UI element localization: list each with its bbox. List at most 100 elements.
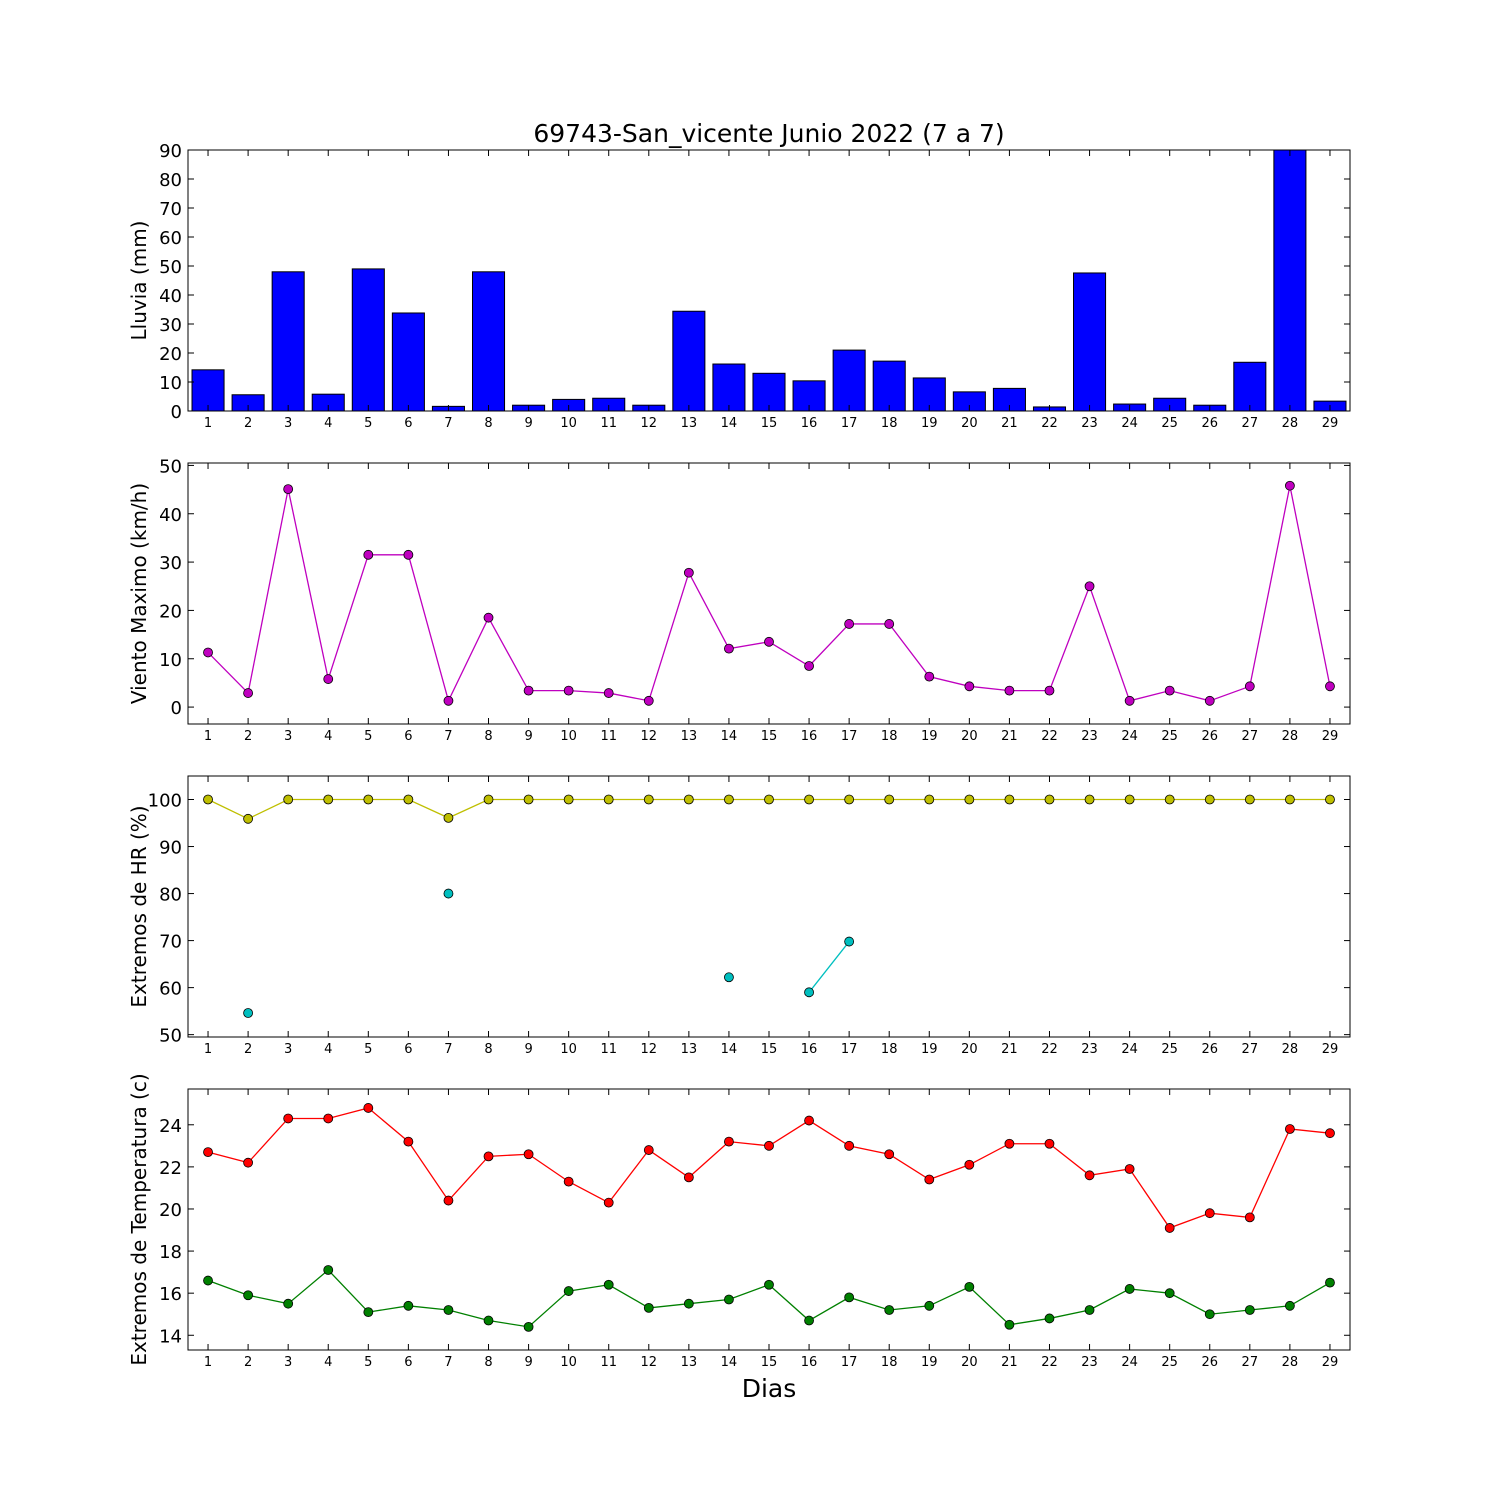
humidity-xtick-label: 20 [961,1042,978,1057]
temperature-data-point [323,1113,334,1124]
humidity-data-point [964,794,975,805]
humidity-data-point [483,794,494,805]
humidity-xtick-label: 13 [681,1042,698,1057]
wind-xtick-label: 22 [1041,729,1058,744]
wind-data-point [964,681,975,692]
humidity-xtick-label: 17 [841,1042,858,1057]
humidity-xtick-label: 5 [364,1042,372,1057]
wind-xtick-label: 11 [600,729,617,744]
temperature-data-point [1285,1124,1295,1134]
temperature-series-line [207,1107,1331,1229]
humidity-ytick-label: 100 [148,791,182,812]
wind-data-point [1044,685,1055,696]
temperature-data-point [1124,1164,1135,1174]
wind-data-point [363,549,374,560]
temperature-data-point [563,1286,574,1296]
temperature-data-point [403,1300,414,1311]
rain-ytick-label: 20 [159,344,182,365]
temperature-data-point [804,1315,814,1326]
wind-data-point [1244,681,1255,692]
temperature-data-point [924,1300,935,1311]
wind-data-point [844,619,855,629]
rain-xtick-label: 6 [404,416,412,431]
humidity-data-point [603,794,614,805]
wind-data-point [283,484,294,495]
temperature-data-point [643,1303,654,1313]
temperature-data-point [1325,1277,1335,1288]
temperature-data-point [283,1298,294,1309]
temperature-xtick-label: 12 [641,1355,658,1370]
wind-xtick-label: 17 [841,729,858,744]
wind-data-point [203,647,213,658]
rain-ytick-label: 90 [159,141,182,162]
rain-xtick-label: 1 [204,416,212,431]
rain-xtick-label: 7 [444,416,452,431]
rain-xtick-label: 2 [244,416,252,431]
rain-xtick-label: 25 [1161,416,1178,431]
wind-data-point [764,636,774,647]
temperature-data-point [884,1305,895,1315]
rain-ytick-label: 60 [159,228,182,249]
temperature-plot-area [207,1107,1331,1328]
temperature-xtick-label: 5 [364,1355,372,1370]
rain-bar [471,271,506,411]
temperature-xtick-label: 14 [721,1355,738,1370]
chart-title: 69743-San_vicente Junio 2022 (7 a 7) [533,119,1004,148]
wind-data-point [924,671,935,682]
wind-xtick-label: 10 [560,729,577,744]
temperature-data-point [804,1115,814,1126]
temperature-ytick-label: 20 [159,1200,182,1221]
temperature-xtick-label: 15 [761,1355,778,1370]
wind-axes-frame [187,462,1351,725]
temperature-data-point [523,1149,534,1160]
humidity-series-line [808,941,850,993]
wind-data-point [403,549,414,560]
rain-xtick-label: 20 [961,416,978,431]
temperature-xtick-label: 9 [524,1355,532,1370]
rain-xtick-label: 16 [801,416,818,431]
humidity-data-point [323,794,334,805]
temperature-xtick-label: 22 [1041,1355,1058,1370]
temperature-data-point [764,1140,774,1151]
wind-xtick-label: 25 [1161,729,1178,744]
rain-bar [1273,150,1307,411]
temperature-data-point [323,1265,334,1275]
wind-xtick-label: 15 [761,729,778,744]
wind-data-point [724,643,734,654]
humidity-xtick-label: 4 [324,1042,332,1057]
wind-data-point [1004,685,1015,696]
humidity-xtick-label: 29 [1322,1042,1339,1057]
temperature-ytick-label: 14 [159,1326,182,1347]
rain-ytick-label: 80 [159,170,182,191]
temperature-data-point [283,1113,294,1124]
temperature-data-point [1004,1319,1015,1330]
humidity-data-point [643,794,654,805]
humidity-xtick-label: 7 [444,1042,452,1057]
temperature-xtick-label: 6 [404,1355,412,1370]
humidity-xtick-label: 15 [761,1042,778,1057]
wind-xtick-label: 20 [961,729,978,744]
wind-data-point [443,695,454,706]
wind-data-point [523,685,534,696]
temperature-data-point [724,1294,734,1305]
humidity-y-axis-label: Extremos de HR (%) [127,805,151,1007]
temperature-data-point [1244,1305,1255,1315]
temperature-data-point [403,1136,414,1147]
wind-ytick-label: 10 [159,650,182,671]
wind-data-point [1285,480,1295,491]
wind-xtick-label: 24 [1121,729,1138,744]
temperature-data-point [964,1159,975,1170]
wind-data-point [804,661,814,671]
temperature-xtick-label: 29 [1322,1355,1339,1370]
temperature-data-point [683,1172,694,1183]
wind-xtick-label: 16 [801,729,818,744]
humidity-xtick-label: 23 [1081,1042,1098,1057]
humidity-data-point [243,813,254,824]
temperature-data-point [1204,1208,1215,1219]
rain-bar [832,349,866,411]
temperature-data-point [1164,1223,1175,1233]
rain-ytick-label: 10 [159,373,182,394]
